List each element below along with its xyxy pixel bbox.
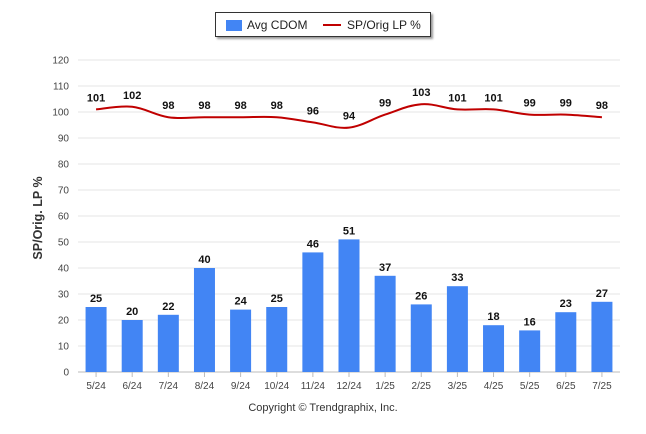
bar-7/24 <box>157 314 179 372</box>
copyright-text: Copyright © Trendgraphix, Inc. <box>248 402 398 414</box>
bar-value-label: 33 <box>451 272 463 284</box>
bar-2/25 <box>410 304 432 372</box>
y-tick-label: 110 <box>53 82 69 93</box>
bar-3/25 <box>446 286 468 372</box>
y-tick-label: 120 <box>52 56 69 67</box>
bar-6/24 <box>121 320 143 372</box>
y-tick-label: 60 <box>58 212 70 223</box>
y-tick-label: 100 <box>52 108 69 119</box>
x-tick-label: 9/24 <box>231 381 251 392</box>
x-tick-label: 3/25 <box>448 381 468 392</box>
y-tick-label: 20 <box>58 316 70 327</box>
bar-value-label: 25 <box>271 293 283 305</box>
x-tick-label: 12/24 <box>336 381 361 392</box>
bar-6/25 <box>555 312 577 372</box>
y-tick-label: 90 <box>58 134 70 145</box>
bar-value-label: 24 <box>234 296 247 308</box>
legend-bar-label: Avg CDOM <box>247 18 308 32</box>
line-value-label: 94 <box>343 111 356 123</box>
x-tick-label: 5/24 <box>86 381 106 392</box>
bar-value-label: 22 <box>162 301 174 313</box>
line-value-label: 102 <box>123 90 141 102</box>
y-tick-label: 10 <box>58 342 70 353</box>
y-axis-label: SP/Orig. LP % <box>31 176 45 260</box>
bar-value-label: 25 <box>90 293 102 305</box>
bar-value-label: 26 <box>415 290 427 302</box>
line-value-label: 98 <box>162 100 174 112</box>
line-value-label: 98 <box>234 100 246 112</box>
legend-item-bars[interactable]: Avg CDOM <box>226 18 307 32</box>
bar-7/25 <box>591 301 613 372</box>
y-axis-ticks: 0 10 20 30 40 50 60 70 80 90 100 110 120 <box>52 56 69 379</box>
x-tick-label: 2/25 <box>412 381 432 392</box>
x-tick-label: 6/25 <box>556 381 576 392</box>
y-tick-label: 70 <box>58 186 70 197</box>
legend-line-swatch <box>323 24 341 26</box>
x-tick-label: 7/25 <box>592 381 612 392</box>
line-value-label: 96 <box>307 105 319 117</box>
bar-1/25 <box>374 275 396 372</box>
line-value-label: 103 <box>412 87 430 99</box>
x-tick-label: 1/25 <box>375 381 395 392</box>
line-value-label: 101 <box>448 92 466 104</box>
bar-4/25 <box>483 325 505 372</box>
y-tick-label: 40 <box>58 264 70 275</box>
line-value-label: 101 <box>87 92 105 104</box>
bar-12/24 <box>338 239 360 372</box>
x-tick-label: 4/25 <box>484 381 504 392</box>
y-tick-label: 50 <box>58 238 70 249</box>
x-tick-label: 7/24 <box>159 381 179 392</box>
legend-line-label: SP/Orig LP % <box>347 18 421 32</box>
x-tick-label: 10/24 <box>264 381 289 392</box>
line-value-label: 98 <box>596 100 608 112</box>
bar-value-label: 40 <box>198 254 210 266</box>
bar-11/24 <box>302 252 324 372</box>
bar-9/24 <box>230 309 252 372</box>
bar-5/24 <box>85 307 107 372</box>
bar-value-label: 37 <box>379 262 391 274</box>
bar-value-label: 18 <box>487 311 499 323</box>
bar-value-label: 51 <box>343 225 355 237</box>
x-tick-label: 8/24 <box>195 381 215 392</box>
line-series <box>95 103 603 129</box>
line-data-labels: 101 102 98 98 98 98 96 94 99 103 101 101 99 99 98 <box>87 87 608 122</box>
legend: Avg CDOM SP/Orig LP % <box>215 12 431 37</box>
bar-value-label: 46 <box>307 238 319 250</box>
legend-bar-swatch <box>226 19 242 31</box>
bar-series <box>85 239 613 372</box>
bar-value-label: 16 <box>524 316 536 328</box>
line-value-label: 99 <box>560 98 572 110</box>
y-tick-label: 80 <box>58 160 70 171</box>
line-path <box>95 103 603 129</box>
bar-value-label: 27 <box>596 288 608 300</box>
x-tick-label: 6/24 <box>122 381 142 392</box>
bar-value-label: 20 <box>126 306 138 318</box>
bar-data-labels: 25 20 22 40 24 25 46 51 37 26 33 18 16 23 27 <box>90 225 608 328</box>
bar-5/25 <box>519 330 541 372</box>
x-tick-label: 11/24 <box>301 381 326 392</box>
line-value-label: 99 <box>524 98 536 110</box>
line-value-label: 99 <box>379 98 391 110</box>
line-value-label: 98 <box>271 100 283 112</box>
y-tick-label: 30 <box>58 290 70 301</box>
line-value-label: 101 <box>484 92 502 104</box>
bar-value-label: 23 <box>560 298 572 310</box>
x-tick-label: 5/25 <box>520 381 540 392</box>
y-tick-label: 0 <box>63 368 69 379</box>
bar-10/24 <box>266 307 288 372</box>
line-value-label: 98 <box>198 100 210 112</box>
bar-8/24 <box>193 268 215 372</box>
x-axis-ticks: 5/24 6/24 7/24 8/24 9/24 10/24 11/24 12/24 1/25 2… <box>86 372 612 392</box>
legend-item-line[interactable]: SP/Orig LP % <box>323 18 421 32</box>
